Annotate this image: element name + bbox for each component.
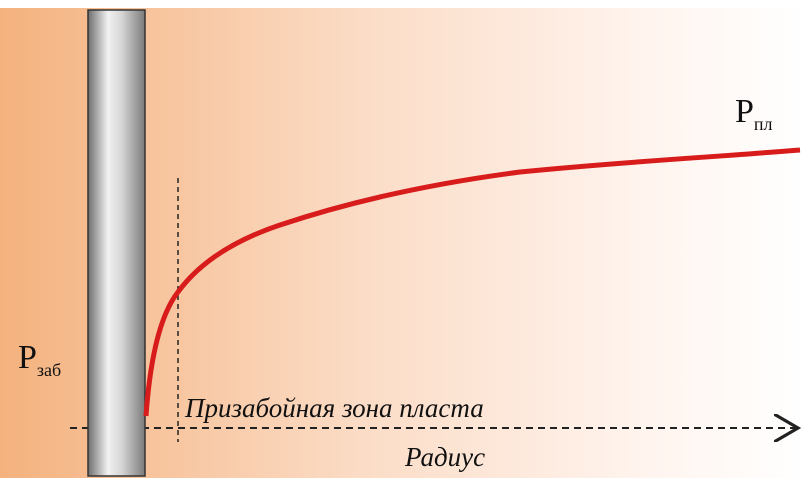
p-subscript: заб — [37, 360, 61, 380]
p-subscript: пл — [754, 114, 773, 134]
diagram: Pзаб Pпл Призабойная зона пласта Радиус — [0, 0, 805, 488]
zone-label: Призабойная зона пласта — [184, 393, 484, 423]
well-pipe — [88, 10, 145, 476]
p-symbol: P — [735, 93, 754, 130]
p-symbol: P — [18, 339, 37, 376]
axis-label: Радиус — [404, 442, 485, 472]
